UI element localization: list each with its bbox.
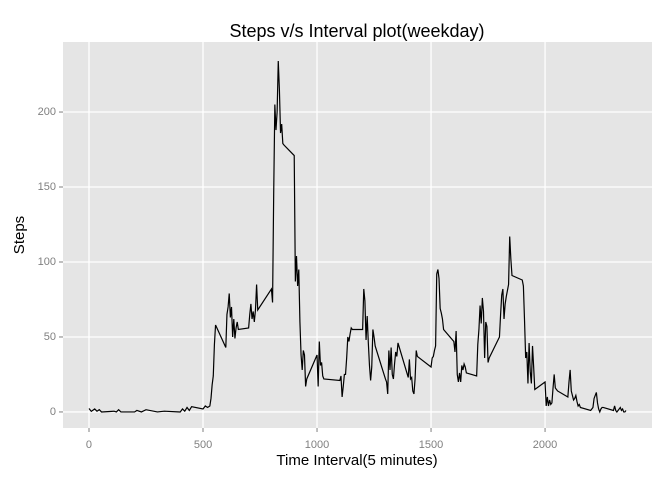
- y-tick-label: 50: [44, 331, 56, 343]
- x-tick-label: 500: [194, 439, 212, 451]
- x-tick-label: 2000: [533, 439, 557, 451]
- x-tick-label: 1000: [305, 439, 329, 451]
- panel: [63, 42, 652, 428]
- x-axis-title: Time Interval(5 minutes): [276, 452, 437, 469]
- line: [88, 61, 627, 414]
- y-axis-title: Steps: [11, 216, 28, 254]
- chart-title: Steps v/s Interval plot(weekday): [229, 21, 484, 41]
- x-tick-label: 1500: [419, 439, 443, 451]
- y-tick-label: 0: [50, 406, 56, 418]
- y-tick-label: 200: [38, 106, 56, 118]
- y-tick-label: 150: [38, 181, 56, 193]
- y-tick-label: 100: [38, 256, 56, 268]
- x-tick-label: 0: [86, 439, 92, 451]
